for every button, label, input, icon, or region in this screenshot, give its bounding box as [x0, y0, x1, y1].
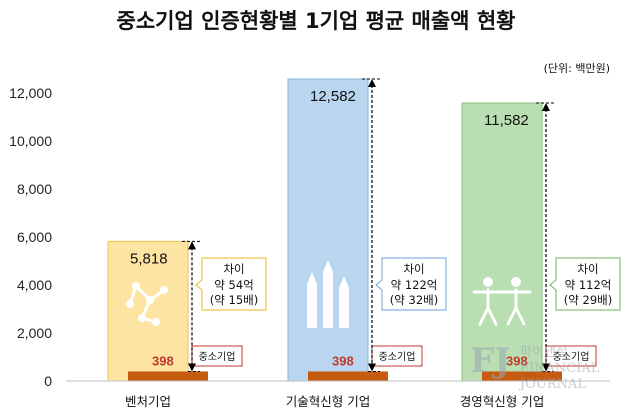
- callout-box: [195, 257, 267, 311]
- y-tick-label: 8,000: [17, 181, 52, 197]
- sme-bar-3: [482, 371, 562, 381]
- sme-value-label: 398: [152, 353, 174, 368]
- callout-title: 차이: [223, 262, 244, 276]
- people-icon: [472, 277, 532, 326]
- callout-line2: (약 15배): [210, 293, 258, 307]
- x-category-label: 벤처기업: [125, 394, 171, 409]
- watermark-mark: FJ: [470, 341, 510, 381]
- sme-label-box: [191, 345, 243, 367]
- sme-label: 중소기업: [553, 350, 590, 363]
- y-tick-label: 10,000: [9, 133, 52, 149]
- x-category-label: 기술혁신형 기업: [286, 394, 370, 409]
- y-tick-label: 6,000: [17, 229, 52, 245]
- y-tick-label: 4,000: [17, 277, 52, 293]
- arrow-head-down: [368, 363, 376, 372]
- x-axis-labels: 벤처기업 기술혁신형 기업 경영혁신형 기업: [125, 394, 544, 409]
- callout-title: 차이: [403, 262, 424, 276]
- y-axis: 0 2,000 4,000 6,000 8,000 10,000 12,000: [9, 85, 52, 389]
- callout-line2: (약 32배): [390, 293, 438, 307]
- bar-2: [287, 78, 369, 382]
- molecule-icon: [126, 282, 168, 326]
- y-tick-label: 2,000: [17, 325, 52, 341]
- sme-bar-1: [128, 371, 208, 381]
- bar-value-label: 12,582: [310, 88, 356, 105]
- callout-line1: 약 112억: [565, 278, 612, 292]
- callout-title: 차이: [577, 262, 598, 276]
- callout-box: [549, 257, 621, 311]
- sme-label: 중소기업: [379, 350, 416, 363]
- callout-line2: (약 29배): [564, 293, 612, 307]
- arrow-head-up: [368, 79, 376, 88]
- bar-3: [461, 102, 543, 382]
- bar-value-label: 11,582: [484, 112, 529, 129]
- pencils-icon: [307, 260, 349, 328]
- y-tick-label: 0: [44, 373, 52, 389]
- watermark-line2: FINANCIAL: [520, 361, 600, 376]
- callout-line1: 약 122억: [391, 278, 438, 292]
- callout-box: [375, 257, 447, 311]
- sme-value-label: 398: [506, 353, 528, 368]
- chart-title: 중소기업 인증현황별 1기업 평균 매출액 현황: [117, 9, 516, 33]
- sme-value-label: 398: [332, 353, 354, 368]
- y-tick-label: 12,000: [9, 85, 52, 101]
- arrow-head-up: [188, 241, 196, 250]
- sme-bar-2: [308, 371, 388, 381]
- sme-label: 중소기업: [199, 350, 236, 363]
- watermark: FJ 파이낸셜 FINANCIAL JOURNAL: [470, 341, 600, 392]
- arrow-head-down: [542, 363, 550, 372]
- unit-label: (단위: 백만원): [544, 62, 610, 75]
- watermark-line1: 파이낸셜: [520, 345, 568, 360]
- bar-value-label: 5,818: [130, 250, 168, 267]
- callout-line1: 약 54억: [214, 278, 253, 292]
- x-category-label: 경영혁신형 기업: [460, 394, 544, 409]
- bars-group: 5,818 398 중소기업 차이약 54억(약 15배) 12,582 398 중소기업 차…: [66, 78, 621, 382]
- bar-1: [107, 240, 189, 382]
- watermark-line3: JOURNAL: [518, 377, 586, 392]
- arrow-head-down: [188, 363, 196, 372]
- arrow-head-up: [542, 103, 550, 112]
